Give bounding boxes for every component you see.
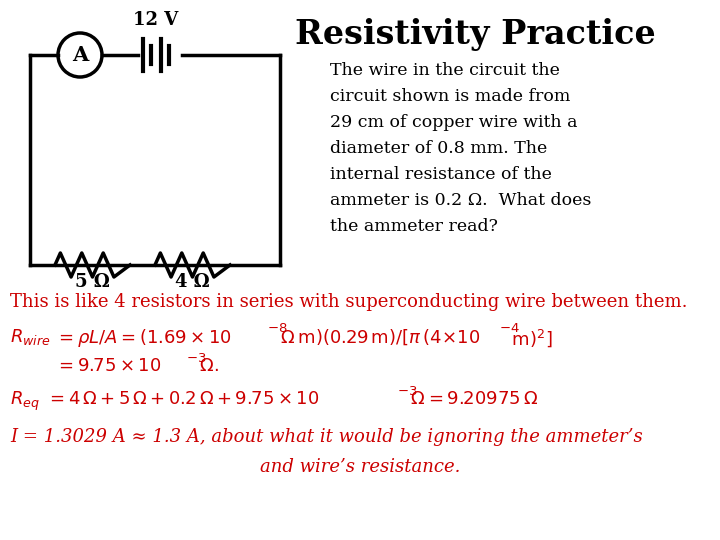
Text: 29 cm of copper wire with a: 29 cm of copper wire with a	[330, 114, 577, 131]
Text: 4 Ω: 4 Ω	[175, 273, 210, 291]
Text: ammeter is 0.2 Ω.  What does: ammeter is 0.2 Ω. What does	[330, 192, 591, 209]
Text: the ammeter read?: the ammeter read?	[330, 218, 498, 235]
Text: $= 9.75 \times 10$: $= 9.75 \times 10$	[55, 357, 161, 375]
Text: $-8$: $-8$	[267, 322, 287, 335]
Text: This is like 4 resistors in series with superconducting wire between them.: This is like 4 resistors in series with …	[10, 293, 688, 311]
Text: $-4$: $-4$	[499, 322, 520, 335]
Text: The wire in the circuit the: The wire in the circuit the	[330, 62, 560, 79]
Text: $\,\mathrm{m})^{2}]$: $\,\mathrm{m})^{2}]$	[509, 327, 553, 349]
Text: $-3$: $-3$	[186, 352, 207, 365]
Text: 5 Ω: 5 Ω	[75, 273, 110, 291]
Text: Resistivity Practice: Resistivity Practice	[295, 18, 656, 51]
Text: circuit shown is made from: circuit shown is made from	[330, 88, 570, 105]
Text: diameter of 0.8 mm. The: diameter of 0.8 mm. The	[330, 140, 547, 157]
Text: and wire’s resistance.: and wire’s resistance.	[260, 458, 460, 476]
Text: $\,\Omega.$: $\,\Omega.$	[197, 357, 220, 375]
Text: A: A	[72, 45, 88, 65]
Text: $\,\Omega = 9.20975\,\Omega$: $\,\Omega = 9.20975\,\Omega$	[408, 390, 538, 408]
Text: $-3$: $-3$	[397, 385, 418, 398]
Text: I = 1.3029 A ≈ 1.3 A, about what it would be ignoring the ammeter’s: I = 1.3029 A ≈ 1.3 A, about what it woul…	[10, 428, 643, 446]
Text: $= 4\,\Omega + 5\,\Omega + 0.2\,\Omega + 9.75 \times 10$: $= 4\,\Omega + 5\,\Omega + 0.2\,\Omega +…	[46, 390, 319, 408]
Text: internal resistance of the: internal resistance of the	[330, 166, 552, 183]
Text: $\,\Omega\,\mathrm{m})(0.29\,\mathrm{m})/[\pi\,(4\!\times\!10$: $\,\Omega\,\mathrm{m})(0.29\,\mathrm{m})…	[278, 327, 480, 347]
Text: 12 V: 12 V	[133, 11, 179, 29]
Text: $\mathit{R}_{wire}$: $\mathit{R}_{wire}$	[10, 327, 50, 347]
Text: $\mathit{R}_{eq}$: $\mathit{R}_{eq}$	[10, 390, 40, 413]
Text: $= \rho L/A = (1.69 \times 10$: $= \rho L/A = (1.69 \times 10$	[55, 327, 232, 349]
